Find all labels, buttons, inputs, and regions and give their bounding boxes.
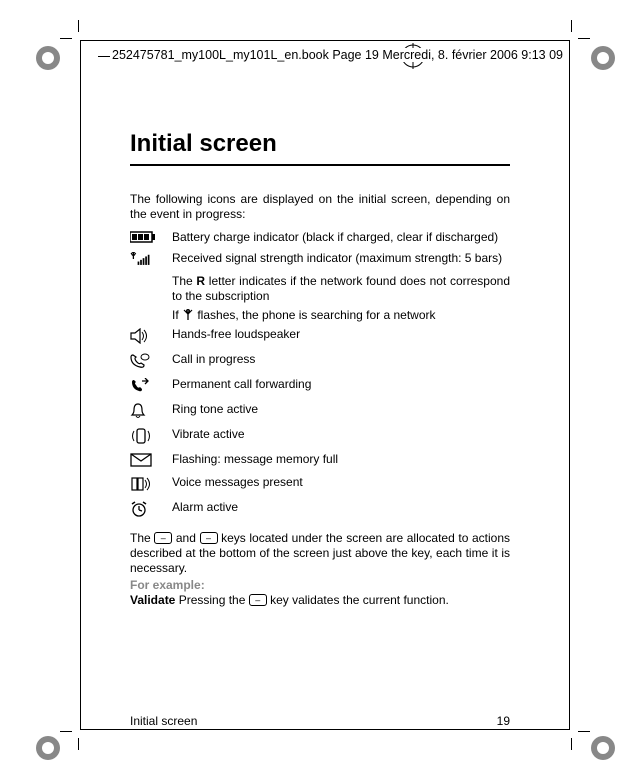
bell-icon (130, 400, 172, 425)
icon-description: Alarm active (172, 498, 510, 523)
icon-description: Ring tone active (172, 400, 510, 425)
regmark-icon (589, 734, 617, 762)
example-label: For example: (130, 578, 205, 592)
battery-icon (130, 228, 172, 249)
icon-description: Hands-free loudspeaker (172, 325, 510, 350)
keys-paragraph: The – and – keys located under the scree… (130, 531, 510, 576)
softkey-icon: – (249, 594, 267, 606)
signal-icon (130, 249, 172, 272)
forward-icon (130, 375, 172, 400)
icon-description: Permanent call forwarding (172, 375, 510, 400)
softkey-right-icon: – (200, 532, 218, 544)
page-footer: Initial screen 19 (130, 714, 510, 728)
envelope-icon (130, 450, 172, 473)
regmark-icon (34, 734, 62, 762)
regmark-icon (34, 44, 62, 72)
icon-row: The R letter indicates if the network fo… (130, 272, 510, 306)
regmark-icon (589, 44, 617, 72)
icon-description: Received signal strength indicator (maxi… (172, 249, 510, 272)
footer-section: Initial screen (130, 714, 197, 728)
no-icon (130, 272, 172, 306)
icon-description: If flashes, the phone is searching for a… (172, 306, 510, 325)
intro-text: The following icons are displayed on the… (130, 192, 510, 222)
header-text: 252475781_my100L_my101L_en.book Page 19 … (110, 48, 565, 62)
voice-icon (130, 473, 172, 498)
icon-description: Vibrate active (172, 425, 510, 450)
icon-description: Flashing: message memory full (172, 450, 510, 473)
footer-page-number: 19 (497, 714, 510, 728)
icon-description: Battery charge indicator (black if charg… (172, 228, 510, 249)
icon-row: Vibrate active (130, 425, 510, 450)
icon-row: If flashes, the phone is searching for a… (130, 306, 510, 325)
speaker-icon (130, 325, 172, 350)
call-icon (130, 350, 172, 375)
icon-row: Battery charge indicator (black if charg… (130, 228, 510, 249)
no-icon (130, 306, 172, 325)
icon-row: Ring tone active (130, 400, 510, 425)
page-title: Initial screen (130, 130, 510, 166)
icon-description: The R letter indicates if the network fo… (172, 272, 510, 306)
icon-row: Call in progress (130, 350, 510, 375)
icon-row: Flashing: message memory full (130, 450, 510, 473)
icon-row: Hands-free loudspeaker (130, 325, 510, 350)
softkey-left-icon: – (154, 532, 172, 544)
icon-row: Alarm active (130, 498, 510, 523)
icon-row: Voice messages present (130, 473, 510, 498)
vibrate-icon (130, 425, 172, 450)
icon-description: Call in progress (172, 350, 510, 375)
icon-description: Voice messages present (172, 473, 510, 498)
icon-row: Permanent call forwarding (130, 375, 510, 400)
icon-row: Received signal strength indicator (maxi… (130, 249, 510, 272)
alarm-icon (130, 498, 172, 523)
example-paragraph: For example: Validate Pressing the – key… (130, 578, 510, 608)
icon-table: Battery charge indicator (black if charg… (130, 228, 510, 523)
